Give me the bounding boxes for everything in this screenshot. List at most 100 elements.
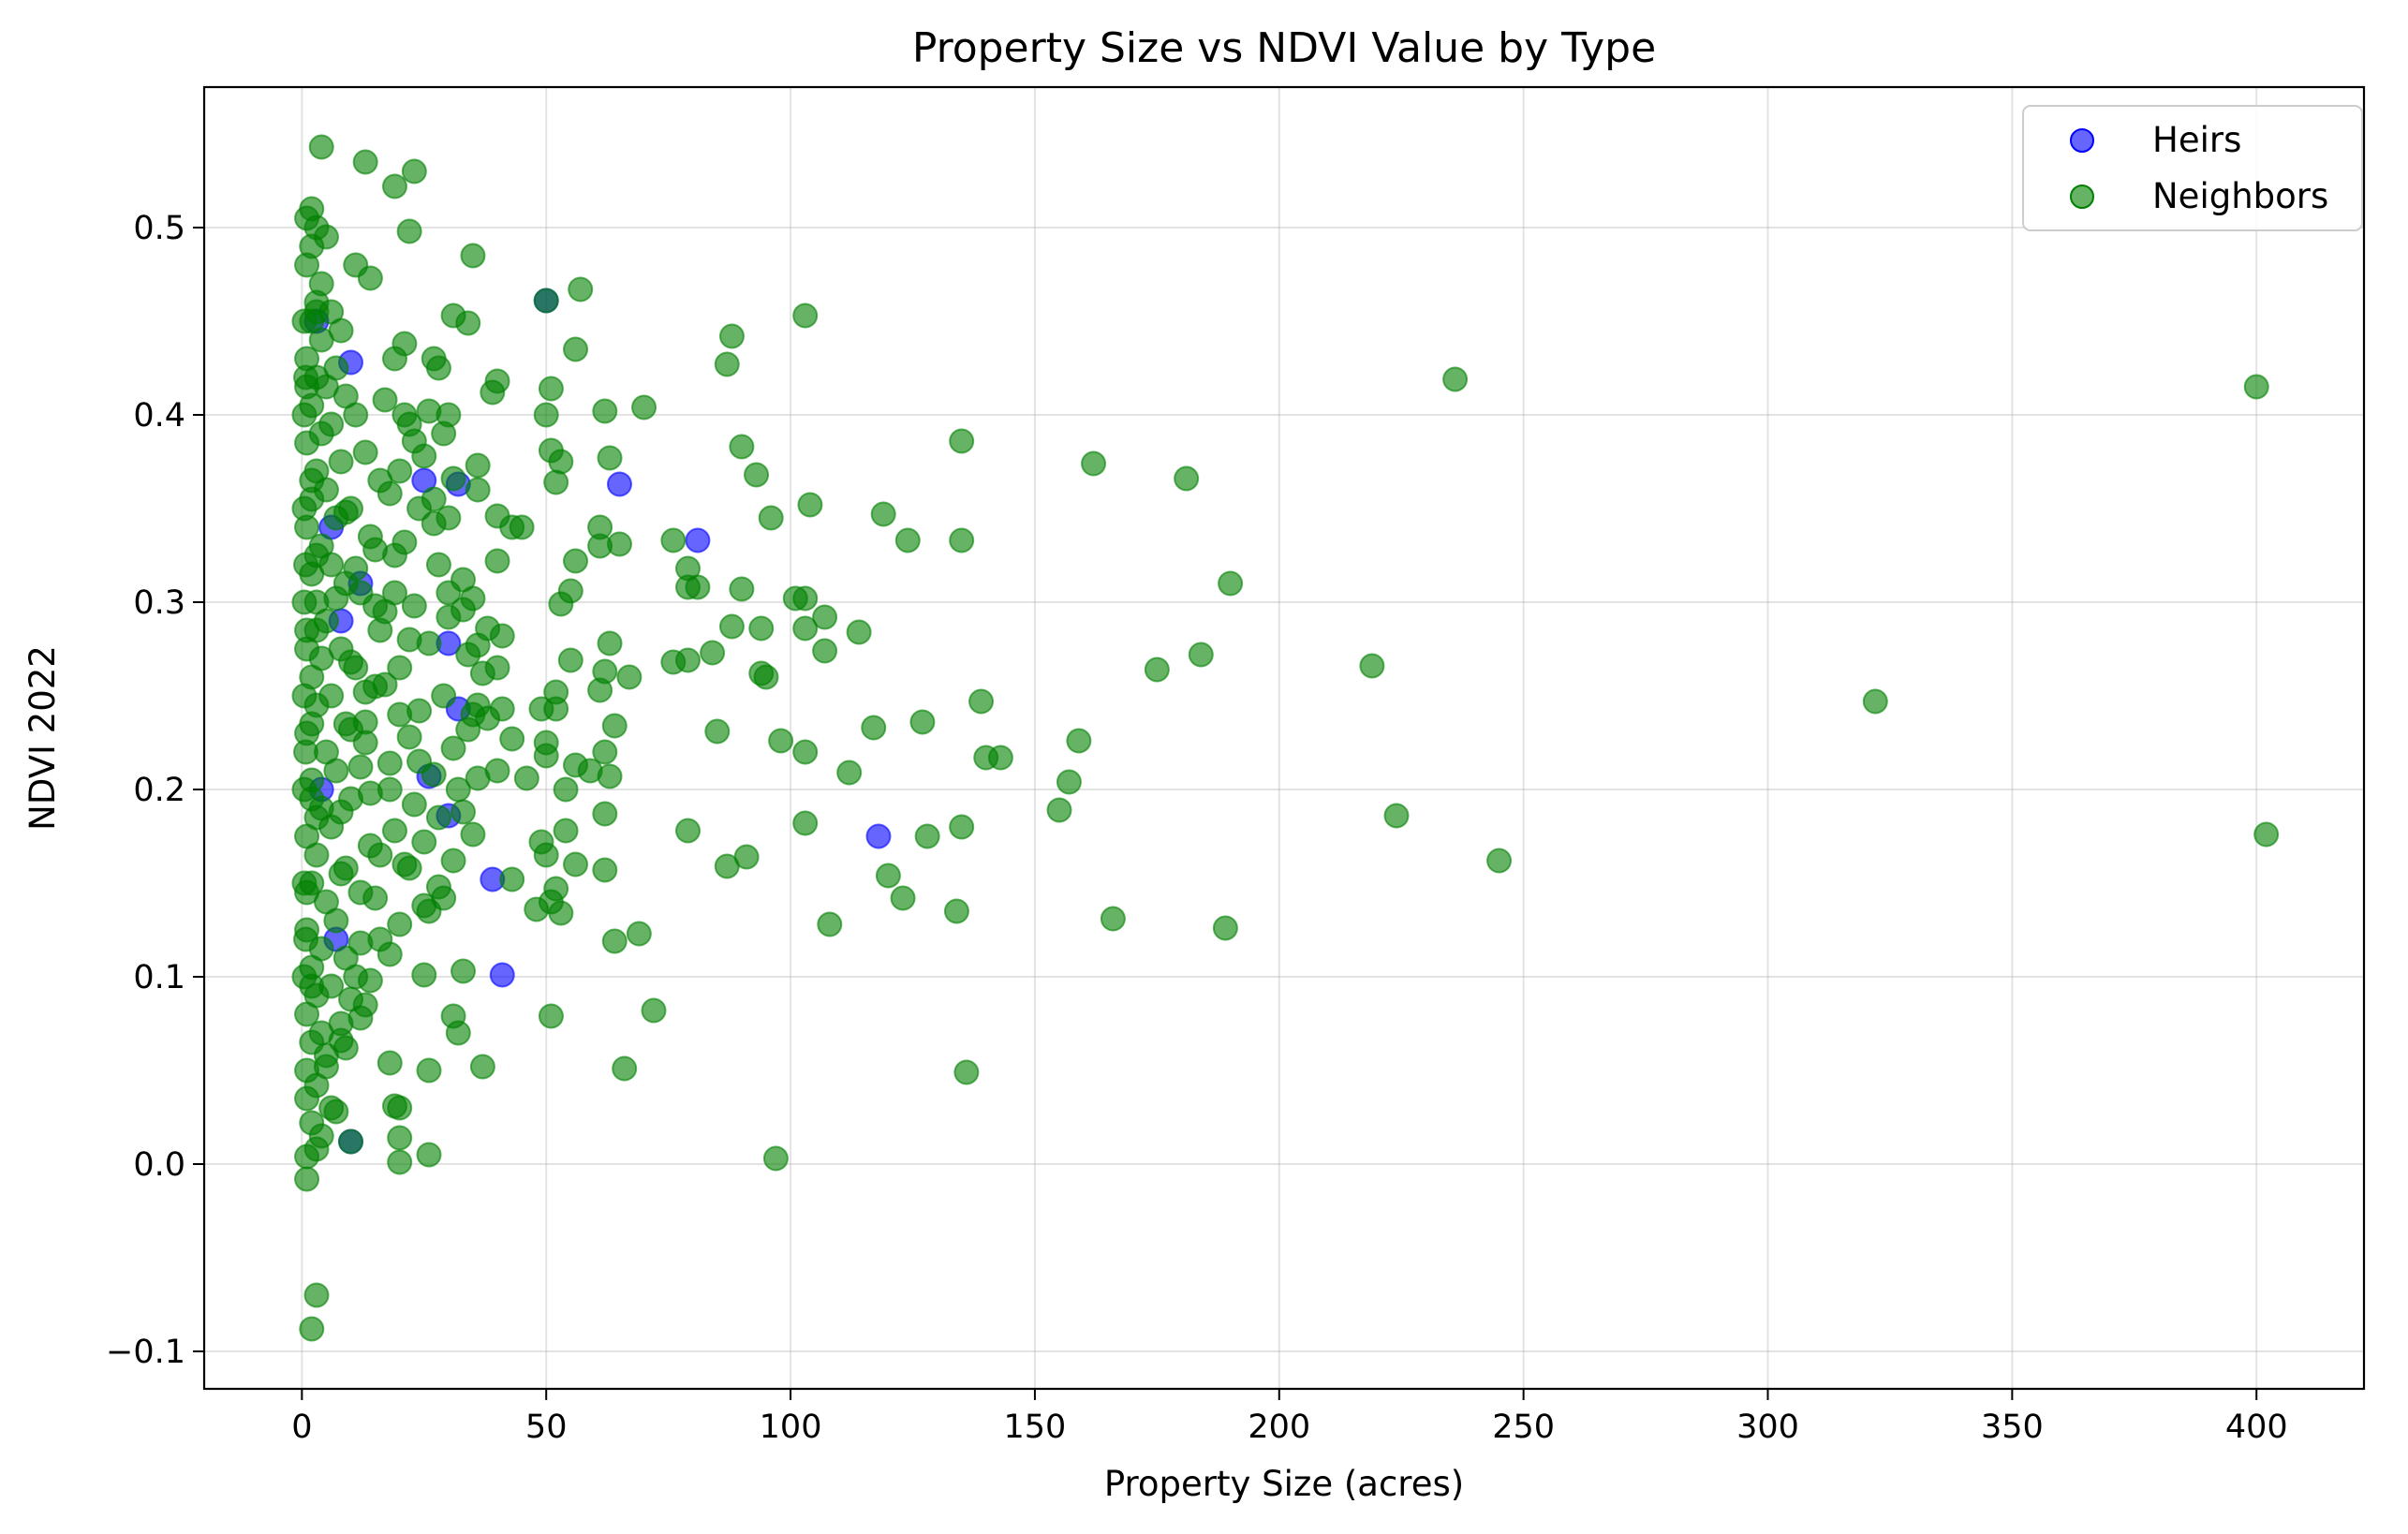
data-point-neighbors [718, 323, 745, 349]
data-points [291, 134, 2280, 1342]
data-point-neighbors [557, 647, 584, 673]
data-point-neighbors [548, 449, 574, 475]
data-point-neighbors [299, 467, 325, 494]
data-point-neighbors [291, 683, 318, 709]
data-point-neighbors [416, 630, 442, 656]
data-point-neighbors [543, 469, 569, 495]
data-point-neighbors [538, 1003, 564, 1029]
data-point-neighbors [416, 398, 442, 424]
data-point-neighbors [425, 552, 451, 578]
data-point-neighbors [949, 814, 975, 840]
data-point-neighbors [587, 677, 613, 703]
y-tick-label: 0.0 [133, 1146, 185, 1184]
data-point-neighbors [406, 495, 433, 522]
data-point-neighbors [499, 866, 525, 892]
data-point-neighbors [338, 649, 364, 675]
data-point-neighbors [328, 799, 354, 825]
data-point-neighbors [762, 1145, 789, 1172]
data-point-neighbors [553, 776, 579, 803]
data-point-neighbors [675, 818, 702, 844]
data-point-neighbors [484, 503, 510, 529]
x-tick-label: 0 [291, 1409, 312, 1446]
data-point-neighbors [499, 726, 525, 752]
data-point-neighbors [294, 430, 320, 456]
data-point-neighbors [460, 821, 486, 848]
data-point-neighbors [416, 1057, 442, 1084]
data-point-neighbors [548, 900, 574, 926]
data-point-neighbors [343, 555, 369, 582]
data-point-neighbors [1100, 906, 1126, 932]
legend-marker-neighbors [2070, 184, 2094, 209]
data-point-neighbors [421, 761, 447, 788]
data-point-neighbors [484, 548, 510, 574]
data-point-neighbors [700, 640, 726, 666]
data-point-neighbors [1066, 728, 1092, 754]
data-point-neighbors [445, 776, 471, 803]
data-point-neighbors [597, 445, 623, 471]
data-point-neighbors [2253, 821, 2280, 848]
data-point-neighbors [431, 885, 457, 911]
data-point-neighbors [729, 576, 755, 602]
data-point-neighbors [704, 718, 731, 745]
legend-box [2022, 105, 2363, 231]
data-point-neighbors [381, 580, 407, 606]
data-point-neighbors [460, 585, 486, 612]
x-tick-label: 50 [525, 1409, 568, 1446]
data-point-neighbors [338, 716, 364, 743]
data-point-neighbors [303, 1136, 330, 1162]
chart-title: Property Size vs NDVI Value by Type [912, 24, 1656, 72]
data-point-neighbors [592, 398, 618, 424]
data-point-neighbors [533, 402, 559, 428]
data-point-neighbors [343, 402, 369, 428]
data-point-neighbors [968, 688, 995, 715]
data-point-neighbors [597, 763, 623, 789]
data-point-neighbors [1486, 848, 1513, 874]
data-point-neighbors [870, 501, 896, 527]
data-point-neighbors [387, 1125, 413, 1151]
data-point-neighbors [592, 739, 618, 765]
y-tick-label: 0.1 [133, 959, 185, 996]
data-point-neighbors [509, 514, 535, 540]
data-point-neighbors [396, 218, 422, 244]
data-point-neighbors [943, 898, 969, 924]
data-point-neighbors [440, 735, 466, 761]
data-point-neighbors [890, 885, 916, 911]
data-point-neighbors [291, 964, 318, 990]
data-point-neighbors [1188, 642, 1214, 668]
data-point-neighbors [323, 585, 349, 612]
data-point-neighbors [425, 355, 451, 381]
data-point-neighbors [792, 810, 819, 836]
data-point-neighbors [372, 387, 398, 413]
data-point-neighbors [875, 863, 901, 889]
data-point-neighbors [568, 276, 594, 302]
data-point-neighbors [616, 664, 643, 690]
data-point-neighbors [641, 997, 667, 1024]
data-point-neighbors [792, 615, 819, 642]
data-point-neighbors [1046, 797, 1072, 823]
data-point-neighbors [631, 394, 657, 420]
data-point-neighbors [323, 758, 349, 784]
data-point-neighbors [563, 336, 589, 362]
data-point-neighbors [396, 724, 422, 750]
data-point-neighbors [533, 842, 559, 868]
data-point-neighbors [538, 376, 564, 402]
data-point-neighbors [293, 739, 319, 765]
data-point-neighbors [294, 1166, 320, 1192]
data-point-neighbors [861, 715, 887, 741]
y-tick-label: 0.4 [133, 397, 185, 435]
data-point-neighbors [347, 930, 374, 956]
data-point-neighbors [465, 477, 491, 503]
legend-label-heirs: Heirs [2152, 120, 2241, 160]
data-point-neighbors [323, 907, 349, 934]
data-point-neighbors [553, 818, 579, 844]
data-point-neighbors [953, 1059, 980, 1085]
data-point-neighbors [291, 870, 318, 896]
data-point-neighbors [308, 327, 334, 353]
data-point-neighbors [332, 499, 359, 525]
data-point-neighbors [1218, 570, 1244, 597]
data-point-neighbors [294, 252, 320, 278]
data-point-neighbors [792, 585, 819, 612]
data-point-neighbors [563, 851, 589, 878]
data-point-neighbors [387, 1149, 413, 1175]
